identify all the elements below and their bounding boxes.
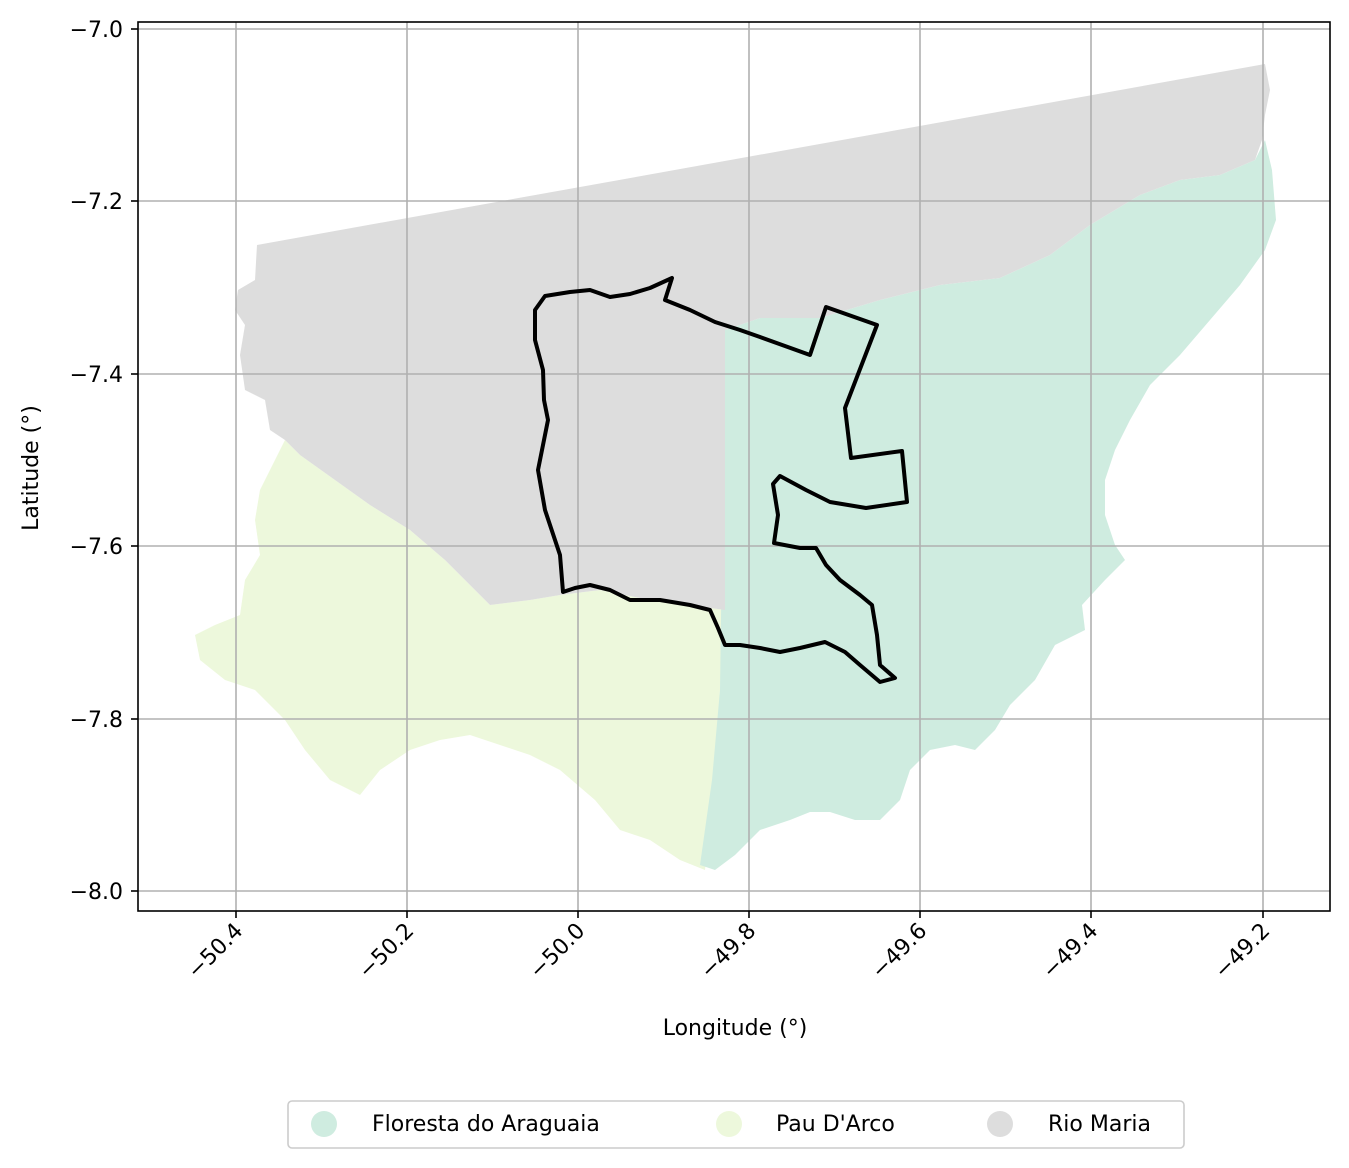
legend-label: Pau D'Arco — [776, 1112, 895, 1137]
y-axis-label: Latitude (°) — [19, 405, 44, 531]
y-tick-marks — [131, 28, 138, 892]
x-tick-label: −50.4 — [183, 919, 248, 984]
y-tick-label: −7.8 — [70, 708, 123, 733]
legend-label: Rio Maria — [1048, 1112, 1151, 1137]
region-pau-darco — [195, 440, 725, 870]
legend-marker-rio-maria — [987, 1111, 1013, 1137]
region-floresta-do-araguaia — [700, 140, 1276, 870]
y-tick-label: −7.2 — [70, 190, 123, 215]
y-tick-label: −7.4 — [70, 363, 123, 388]
x-tick-label: −49.2 — [1210, 919, 1275, 984]
x-tick-label: −50.2 — [354, 919, 419, 984]
x-axis-label: Longitude (°) — [663, 1016, 808, 1041]
x-tick-label: −49.6 — [867, 919, 932, 984]
y-tick-label: −7.6 — [70, 535, 123, 560]
y-tick-label: −8.0 — [70, 880, 123, 905]
x-tick-marks — [235, 911, 1264, 918]
legend: Floresta do Araguaia Pau D'Arco Rio Mari… — [287, 1100, 1185, 1149]
x-tick-label: −50.0 — [525, 919, 590, 984]
study-area-outline — [533, 276, 909, 684]
legend-label: Floresta do Araguaia — [372, 1112, 600, 1137]
y-tick-label: −7.0 — [70, 18, 123, 43]
plot-frame — [137, 21, 1331, 912]
x-tick-label: −49.8 — [696, 919, 761, 984]
legend-marker-pau-darco — [716, 1111, 742, 1137]
legend-marker-floresta — [311, 1111, 337, 1137]
x-tick-label: −49.4 — [1038, 919, 1103, 984]
grid-lines — [138, 22, 1330, 911]
